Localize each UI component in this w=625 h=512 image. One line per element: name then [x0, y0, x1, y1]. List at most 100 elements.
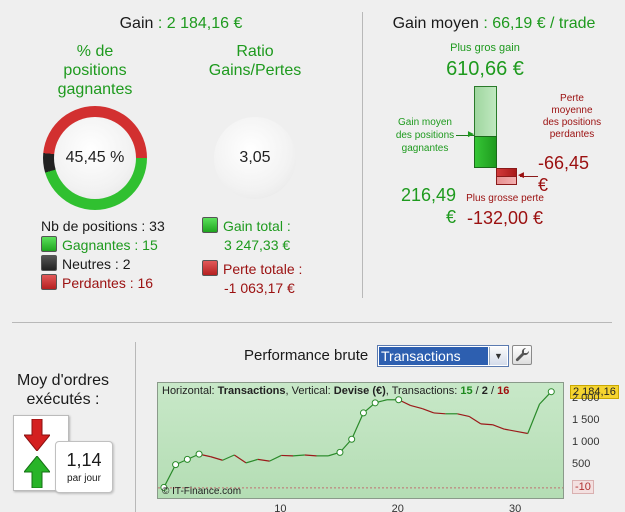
worst-loss-value: -132,00 € — [466, 208, 544, 228]
series-line-segment — [222, 454, 235, 461]
x-tick-label: 20 — [391, 503, 404, 512]
series-line-segment — [433, 412, 446, 415]
y-tick-label: 2 000 — [572, 391, 600, 404]
series-line-segment — [410, 404, 423, 410]
ratio-title: Ratio Gains/Pertes — [190, 42, 320, 80]
chart-watermark: © IT-Finance.com — [162, 486, 242, 497]
loss-total-label: Perte totale : — [223, 261, 303, 277]
avg-loss-value: -66,45 € — [538, 153, 590, 195]
chart-header: Horizontal: Transactions, Vertical: Devi… — [162, 385, 510, 397]
loss-total-value: -1 063,17 € — [224, 280, 295, 296]
y-tick-label: 500 — [572, 457, 591, 470]
gain-total-value: 3 247,33 € — [224, 237, 291, 253]
black-legend-square — [41, 255, 57, 271]
up-arrow-icon — [22, 455, 52, 493]
series-line-segment — [492, 424, 505, 430]
data-point-marker — [183, 455, 191, 463]
avg-loss-bar — [496, 168, 517, 177]
positions-total: Nb de positions : 33 — [41, 218, 165, 234]
series-line-segment — [480, 423, 493, 426]
green-legend-square — [202, 217, 218, 233]
series-line-segment — [292, 454, 305, 457]
orders-unit: par jour — [67, 473, 101, 484]
orders-per-day-badge: 1,14 par jour — [55, 441, 113, 493]
dropdown-arrow-icon[interactable]: ▼ — [489, 347, 507, 365]
series-line-segment — [351, 412, 364, 440]
settings-wrench-button[interactable] — [512, 345, 532, 365]
best-gain-value: 610,66 € — [446, 58, 524, 80]
positions-losing: Perdantes : 16 — [41, 274, 165, 293]
orders-value: 1,14 — [66, 450, 102, 470]
series-line-segment — [304, 454, 317, 457]
arrow-head-icon: ► — [466, 129, 476, 140]
performance-selector[interactable]: Transactions ▼ — [377, 345, 509, 367]
data-point-marker — [172, 461, 180, 469]
orders-title: Moy d'ordres exécutés : — [17, 372, 109, 408]
data-point-marker — [359, 409, 367, 417]
avg-gain-heading: Gain moyen : 66,19 € / trade — [363, 15, 625, 33]
worst-loss-label: Plus grosse perte — [466, 193, 544, 204]
series-line-segment — [468, 415, 482, 425]
avg-win-label: Gain moyen des positions gagnantes — [395, 117, 455, 154]
data-point-marker — [336, 448, 344, 456]
series-line-segment — [515, 430, 528, 435]
performance-line-plot — [158, 388, 563, 491]
avg-win-arrow-icon — [456, 135, 474, 136]
series-line-segment — [269, 454, 282, 462]
red-legend-square — [41, 274, 57, 290]
ratio-donut: 3,05 — [203, 106, 307, 210]
series-line-segment — [421, 407, 435, 414]
avg-gain-value: : 66,19 € / trade — [483, 15, 596, 32]
winning-percent-title: % de positions gagnantes — [30, 42, 160, 99]
data-point-marker — [160, 483, 168, 491]
winning-title-line2: positions — [63, 62, 127, 79]
data-point-marker — [195, 450, 203, 458]
down-arrow-icon — [22, 418, 52, 456]
winning-title-line1: % de — [76, 43, 114, 60]
data-point-marker — [395, 396, 403, 404]
red-legend-square — [202, 260, 218, 276]
gain-total-block: Gain total : 3 247,33 € — [202, 217, 291, 255]
y-tick-label: -10 — [572, 479, 594, 494]
gain-label: Gain — [119, 15, 154, 32]
y-tick-label: 1 500 — [572, 413, 600, 426]
bottom-divider-vertical — [135, 342, 136, 512]
x-tick-label: 30 — [509, 503, 522, 512]
wrench-icon — [515, 347, 530, 362]
series-line-segment — [163, 464, 177, 488]
avg-gain-bar — [474, 136, 497, 168]
y-tick-label: 1 000 — [572, 435, 600, 448]
green-legend-square — [41, 236, 57, 252]
avg-loss-label: Perte moyenne des positions perdantes — [542, 93, 602, 140]
series-line-segment — [210, 456, 223, 461]
top-divider-vertical — [362, 12, 363, 298]
winning-percent-value: 45,45 % — [54, 117, 136, 199]
avg-win-value: 216,49 € — [400, 185, 456, 227]
performance-selector-value: Transactions — [379, 347, 488, 365]
data-point-marker — [348, 435, 356, 443]
winning-percent-donut: 45,45 % — [43, 106, 147, 210]
positions-count-list: Nb de positions : 33 Gagnantes : 15 Neut… — [41, 217, 165, 293]
data-point-marker — [371, 399, 379, 407]
series-line-segment — [504, 428, 517, 432]
series-line-segment — [257, 458, 270, 462]
series-line-segment — [233, 454, 247, 464]
data-point-marker — [547, 388, 555, 396]
gain-heading: Gain : 2 184,16 € — [0, 15, 362, 33]
series-line-segment — [245, 458, 258, 464]
series-line-segment — [457, 413, 470, 418]
winning-title-line3: gagnantes — [57, 81, 133, 98]
ratio-title-line1: Ratio — [236, 43, 274, 60]
performance-title: Performance brute — [244, 347, 369, 364]
positions-neutral: Neutres : 2 — [41, 255, 165, 274]
loss-total-block: Perte totale : -1 063,17 € — [202, 260, 302, 298]
avg-loss-arrow-icon — [520, 176, 538, 177]
gain-total-label: Gain total : — [223, 218, 291, 234]
positions-winning: Gagnantes : 15 — [41, 236, 165, 255]
arrow-head-icon: ◄ — [516, 170, 526, 181]
best-gain-label: Plus gros gain — [450, 42, 520, 54]
horizontal-divider — [12, 322, 612, 323]
ratio-value: 3,05 — [214, 117, 296, 199]
performance-chart: Horizontal: Transactions, Vertical: Devi… — [157, 382, 564, 499]
x-tick-label: 10 — [274, 503, 287, 512]
